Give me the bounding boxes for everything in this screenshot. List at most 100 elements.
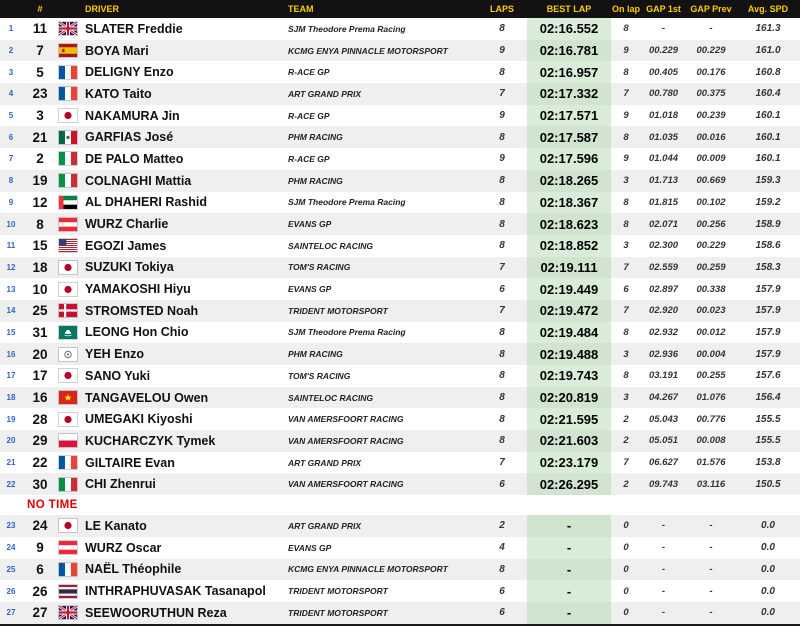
flag-jp-icon: [58, 105, 85, 127]
driver-name-cell: GARFIAS José: [85, 130, 174, 145]
best-lap-cell: 02:19.472: [527, 299, 611, 322]
position-cell: 5: [8, 111, 14, 121]
flag-jp-icon: [58, 257, 85, 279]
on-lap-cell: 9: [623, 45, 629, 57]
position-cell: 14: [6, 306, 16, 316]
gap-prev-cell: 00.776: [696, 413, 726, 425]
driver-name-cell: WURZ Oscar: [85, 540, 162, 555]
gap-1st-cell: 01.713: [648, 175, 679, 187]
avg-speed-cell: 157.6: [755, 370, 781, 382]
flag-dk-icon: [58, 300, 85, 322]
team-name-cell: ART GRAND PRIX: [288, 520, 362, 531]
team-name-cell: PHM RACING: [288, 132, 343, 143]
laps-cell: 8: [499, 240, 505, 252]
gap-prev-cell: 00.256: [696, 218, 726, 230]
flag-fr-icon: [58, 61, 85, 83]
laps-cell: 9: [499, 110, 505, 122]
laps-cell: 8: [499, 413, 505, 425]
gap-prev-cell: 00.375: [696, 88, 726, 100]
car-number-cell: 15: [32, 238, 48, 254]
laps-cell: 8: [499, 348, 505, 360]
header-on-lap: On lap: [611, 4, 640, 14]
laps-cell: 2: [499, 520, 505, 532]
gap-1st-cell: 02.071: [648, 218, 679, 230]
position-cell: 27: [6, 608, 16, 618]
avg-speed-cell: 157.9: [755, 283, 781, 295]
gap-prev-cell: -: [709, 520, 713, 532]
table-row: 14 25 STROMSTED Noah TRIDENT MOTORSPORT 7 02:…: [0, 299, 800, 322]
car-number-cell: 8: [36, 216, 44, 232]
position-cell: 20: [6, 436, 16, 446]
flag-jp-icon: [58, 408, 85, 430]
team-name-cell: EVANS GP: [288, 542, 332, 553]
position-cell: 22: [6, 479, 16, 489]
header-driver: DRIVER: [85, 4, 120, 14]
laps-cell: 7: [499, 261, 505, 273]
gap-prev-cell: -: [709, 542, 713, 554]
driver-name-cell: LE Kanato: [85, 518, 147, 533]
driver-name-cell: NAËL Théophile: [85, 562, 182, 577]
best-lap-cell: 02:19.449: [527, 278, 611, 300]
car-number-cell: 19: [32, 173, 48, 189]
team-name-cell: R-ACE GP: [288, 153, 330, 164]
team-name-cell: SAINTELOC RACING: [288, 240, 373, 251]
table-header-row: # DRIVER TEAM LAPS BEST LAP On lap GAP 1…: [0, 0, 800, 18]
position-cell: 11: [6, 241, 16, 251]
team-name-cell: R-ACE GP: [288, 110, 330, 121]
table-row: 15 31 LEONG Hon Chio SJM Theodore Prema Rac…: [0, 321, 800, 344]
flag-fr-icon: [58, 559, 85, 581]
position-cell: 6: [8, 132, 14, 142]
best-lap-cell: 02:16.781: [527, 39, 611, 62]
gap-prev-cell: 01.576: [696, 457, 726, 469]
team-name-cell: VAN AMERSFOORT RACING: [288, 414, 404, 425]
position-cell: 16: [6, 349, 16, 359]
flag-at-icon: [58, 213, 85, 235]
flag-th-icon: [58, 580, 85, 602]
driver-name-cell: WURZ Charlie: [85, 217, 169, 232]
on-lap-cell: 8: [623, 23, 629, 35]
table-row: 17 17 SANO Yuki TOM'S RACING 8 02:19.743 8 03.1…: [0, 365, 800, 387]
table-row: 6 21 GARFIAS José PHM RACING 8 02:17.587 8 01.0…: [0, 126, 800, 149]
on-lap-cell: 2: [623, 413, 629, 425]
laps-cell: 7: [499, 88, 505, 100]
table-row: 24 9 WURZ Oscar EVANS GP 4-0- -0.0: [0, 536, 800, 559]
gap-1st-cell: 02.920: [648, 305, 679, 317]
avg-speed-cell: 161.3: [755, 23, 781, 35]
on-lap-cell: 8: [623, 66, 629, 78]
car-number-cell: 12: [32, 194, 48, 210]
team-name-cell: EVANS GP: [288, 284, 332, 295]
gap-prev-cell: 00.008: [696, 435, 726, 447]
gap-1st-cell: 04.267: [648, 392, 679, 404]
position-cell: 1: [8, 24, 14, 34]
laps-cell: 8: [499, 66, 505, 78]
team-name-cell: PHM RACING: [288, 349, 343, 360]
on-lap-cell: 9: [623, 110, 629, 122]
gap-prev-cell: 00.259: [696, 261, 726, 273]
gap-1st-cell: 01.044: [648, 153, 679, 165]
avg-speed-cell: 0.0: [761, 542, 775, 554]
car-number-cell: 25: [32, 303, 48, 319]
driver-name-cell: YAMAKOSHI Hiyu: [85, 282, 191, 297]
flag-jp-icon: [58, 365, 85, 387]
car-number-cell: 20: [32, 346, 48, 362]
on-lap-cell: 8: [623, 131, 629, 143]
gap-1st-cell: -: [661, 23, 666, 35]
flag-pl-icon: [58, 430, 85, 452]
position-cell: 7: [8, 154, 14, 164]
laps-cell: 9: [499, 153, 505, 165]
gap-prev-cell: 00.239: [696, 110, 726, 122]
gap-prev-cell: 00.669: [696, 175, 726, 187]
table-row: 25 6 NAËL Théophile KCMG ENYA PINNACLE MOTO…: [0, 558, 800, 581]
avg-speed-cell: 155.5: [755, 413, 781, 425]
avg-speed-cell: 157.9: [755, 348, 781, 360]
on-lap-cell: 0: [623, 520, 629, 532]
table-row: 3 5 DELIGNY Enzo R-ACE GP 8 02:16.957 8 00.405 0…: [0, 61, 800, 84]
gap-1st-cell: 05.051: [648, 435, 679, 447]
laps-cell: 8: [499, 370, 505, 382]
flag-mx-icon: [58, 126, 85, 148]
car-number-cell: 30: [32, 476, 48, 492]
best-lap-cell: 02:17.587: [527, 126, 611, 149]
position-cell: 12: [6, 262, 16, 272]
position-cell: 10: [6, 219, 16, 229]
